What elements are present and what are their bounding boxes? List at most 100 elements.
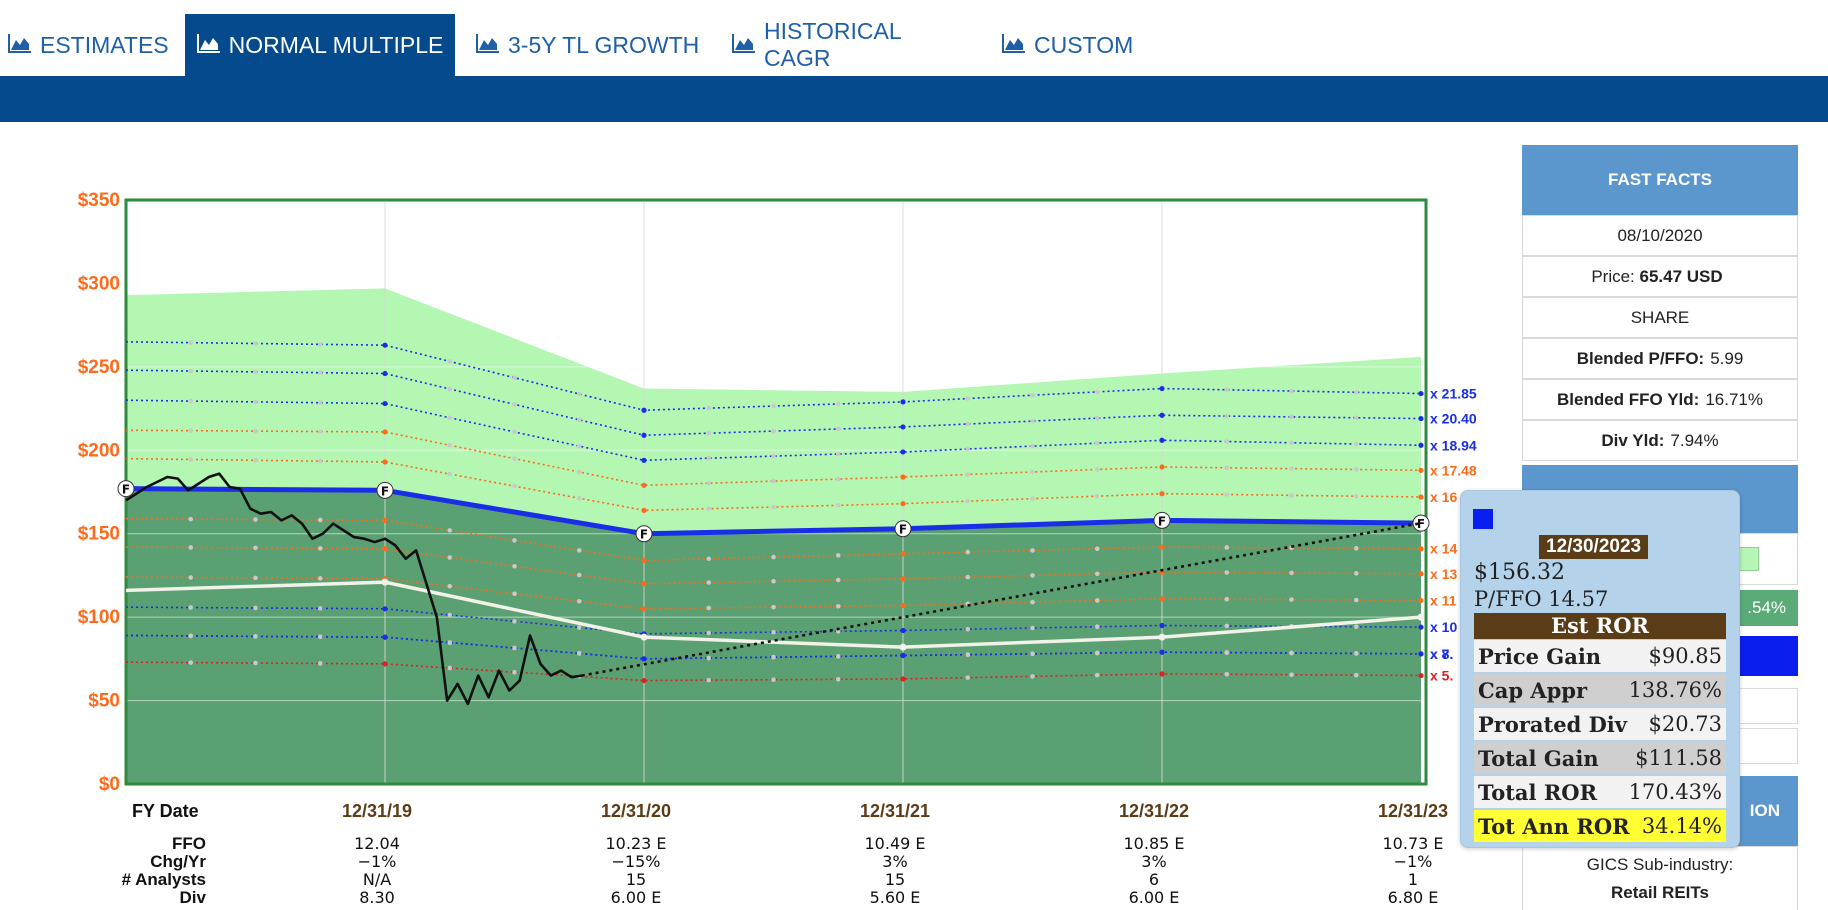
- tooltip-ror-header: Est ROR: [1474, 613, 1726, 639]
- interpolated-point: [771, 504, 776, 510]
- interpolated-point: [188, 516, 194, 522]
- x-axis-label: FY Date: [132, 801, 199, 821]
- interpolated-point: [1094, 415, 1100, 421]
- x-tick-label: 12/31/23: [1378, 801, 1448, 821]
- fy-marker: [1153, 511, 1171, 529]
- interpolated-point: [1094, 440, 1100, 446]
- interpolated-point: [1289, 440, 1294, 446]
- interpolated-point: [1224, 623, 1230, 629]
- multiple-point: [1159, 596, 1165, 602]
- multiple-point: [900, 652, 906, 659]
- interpolated-point: [706, 430, 712, 436]
- interpolated-point: [317, 429, 323, 434]
- multiple-line: [125, 457, 1422, 512]
- multiple-line: [125, 429, 1422, 487]
- interpolated-point: [835, 401, 841, 407]
- table-cell: 10.85 E: [1124, 834, 1185, 853]
- tab-label: NORMAL MULTIPLE: [228, 31, 444, 58]
- chart-tooltip: 12/30/2023 $156.32 P/FFO 14.57 Est ROR P…: [1460, 490, 1740, 848]
- interpolated-point: [317, 546, 323, 551]
- table-cell: −1%: [358, 852, 397, 871]
- interpolated-point: [1030, 469, 1035, 475]
- multiple-point: [1418, 415, 1424, 422]
- table-row-label: Div: [180, 888, 207, 907]
- interpolated-point: [317, 576, 323, 581]
- interpolated-point: [1224, 439, 1230, 444]
- tab-bar: ESTIMATES NORMAL MULTIPLE 3-5Y TL GROWTH…: [0, 0, 1828, 76]
- interpolated-point: [1224, 545, 1230, 550]
- multiple-point: [641, 482, 647, 488]
- interpolated-point: [706, 405, 712, 411]
- interpolated-point: [1353, 441, 1359, 447]
- interpolated-point: [512, 429, 517, 435]
- multiple-line: [125, 606, 1422, 635]
- multiple-point: [1418, 494, 1424, 500]
- interpolated-point: [771, 604, 776, 610]
- tooltip-row-total-gain: Total Gain $111.58: [1474, 742, 1726, 774]
- normal-value-line: [125, 486, 1422, 537]
- interpolated-point: [253, 575, 258, 581]
- interpolated-point: [576, 417, 582, 423]
- interpolated-point: [447, 612, 453, 618]
- projection-line: [581, 521, 1422, 677]
- interpolated-point: [512, 645, 517, 651]
- tab-estimates[interactable]: ESTIMATES: [8, 14, 169, 76]
- multiple-point: [641, 457, 647, 463]
- interpolated-point: [1289, 388, 1294, 394]
- fy-marker-label: F: [640, 528, 648, 542]
- tab-label: ESTIMATES: [40, 31, 169, 58]
- table-cell: 1: [1408, 870, 1418, 889]
- multiple-label: x 17.48: [1430, 462, 1477, 478]
- interpolated-point: [771, 677, 776, 683]
- tab-3-5y-tl-growth[interactable]: 3-5Y TL GROWTH: [476, 14, 706, 76]
- tooltip-row-tot-ann-ror: Tot Ann ROR 34.14%: [1474, 810, 1726, 842]
- interpolated-point: [1289, 672, 1294, 678]
- multiple-point: [1159, 622, 1165, 629]
- area-chart-icon: [196, 32, 221, 59]
- multiple-point: [641, 581, 647, 587]
- interpolated-point: [1030, 548, 1035, 553]
- interpolated-point: [706, 455, 712, 461]
- interpolated-point: [317, 370, 323, 375]
- multiple-point: [1418, 571, 1424, 577]
- interpolated-point: [512, 375, 517, 381]
- fy-marker-label: F: [122, 483, 130, 497]
- table-cell: 15: [626, 870, 646, 889]
- interpolated-point: [447, 640, 453, 645]
- interpolated-point: [1353, 624, 1359, 630]
- interpolated-point: [1224, 596, 1230, 602]
- interpolated-point: [512, 563, 517, 569]
- white-line: [125, 580, 1422, 649]
- multiple-point: [900, 501, 906, 507]
- multiple-point: [382, 606, 388, 612]
- interpolated-point: [188, 660, 194, 665]
- header-bar: [0, 76, 1828, 122]
- interpolated-point: [447, 359, 453, 364]
- fast-facts-share[interactable]: SHARE: [1522, 297, 1798, 338]
- interpolated-point: [965, 498, 971, 504]
- multiple-label: x 14: [1430, 541, 1457, 557]
- table-cell: 8.30: [359, 888, 395, 907]
- interpolated-point: [771, 478, 776, 484]
- interpolated-point: [1353, 571, 1359, 576]
- tab-normal-multiple[interactable]: NORMAL MULTIPLE: [185, 14, 455, 76]
- interpolated-point: [317, 661, 323, 666]
- table-cell: 15: [885, 870, 905, 889]
- tooltip-date: 12/30/2023: [1539, 535, 1649, 559]
- fast-facts-date: 08/10/2020: [1522, 215, 1798, 256]
- interpolated-point: [253, 517, 258, 522]
- tab-historical-cagr[interactable]: HISTORICAL CAGR: [732, 14, 972, 76]
- tab-custom[interactable]: CUSTOM: [1002, 14, 1142, 76]
- table-cell: 6.00 E: [611, 888, 662, 907]
- multiple-line: [125, 369, 1422, 437]
- x-tick-label: 12/31/19: [342, 801, 412, 821]
- fast-facts-price: Price: 65.47 USD: [1522, 256, 1798, 297]
- interpolated-point: [771, 428, 776, 434]
- interpolated-point: [1289, 493, 1294, 498]
- interpolated-point: [317, 606, 323, 611]
- interpolated-point: [1094, 467, 1100, 472]
- interpolated-point: [188, 368, 194, 374]
- table-cell: 12.04: [354, 834, 400, 853]
- interpolated-point: [1030, 599, 1035, 605]
- interpolated-point: [965, 549, 971, 555]
